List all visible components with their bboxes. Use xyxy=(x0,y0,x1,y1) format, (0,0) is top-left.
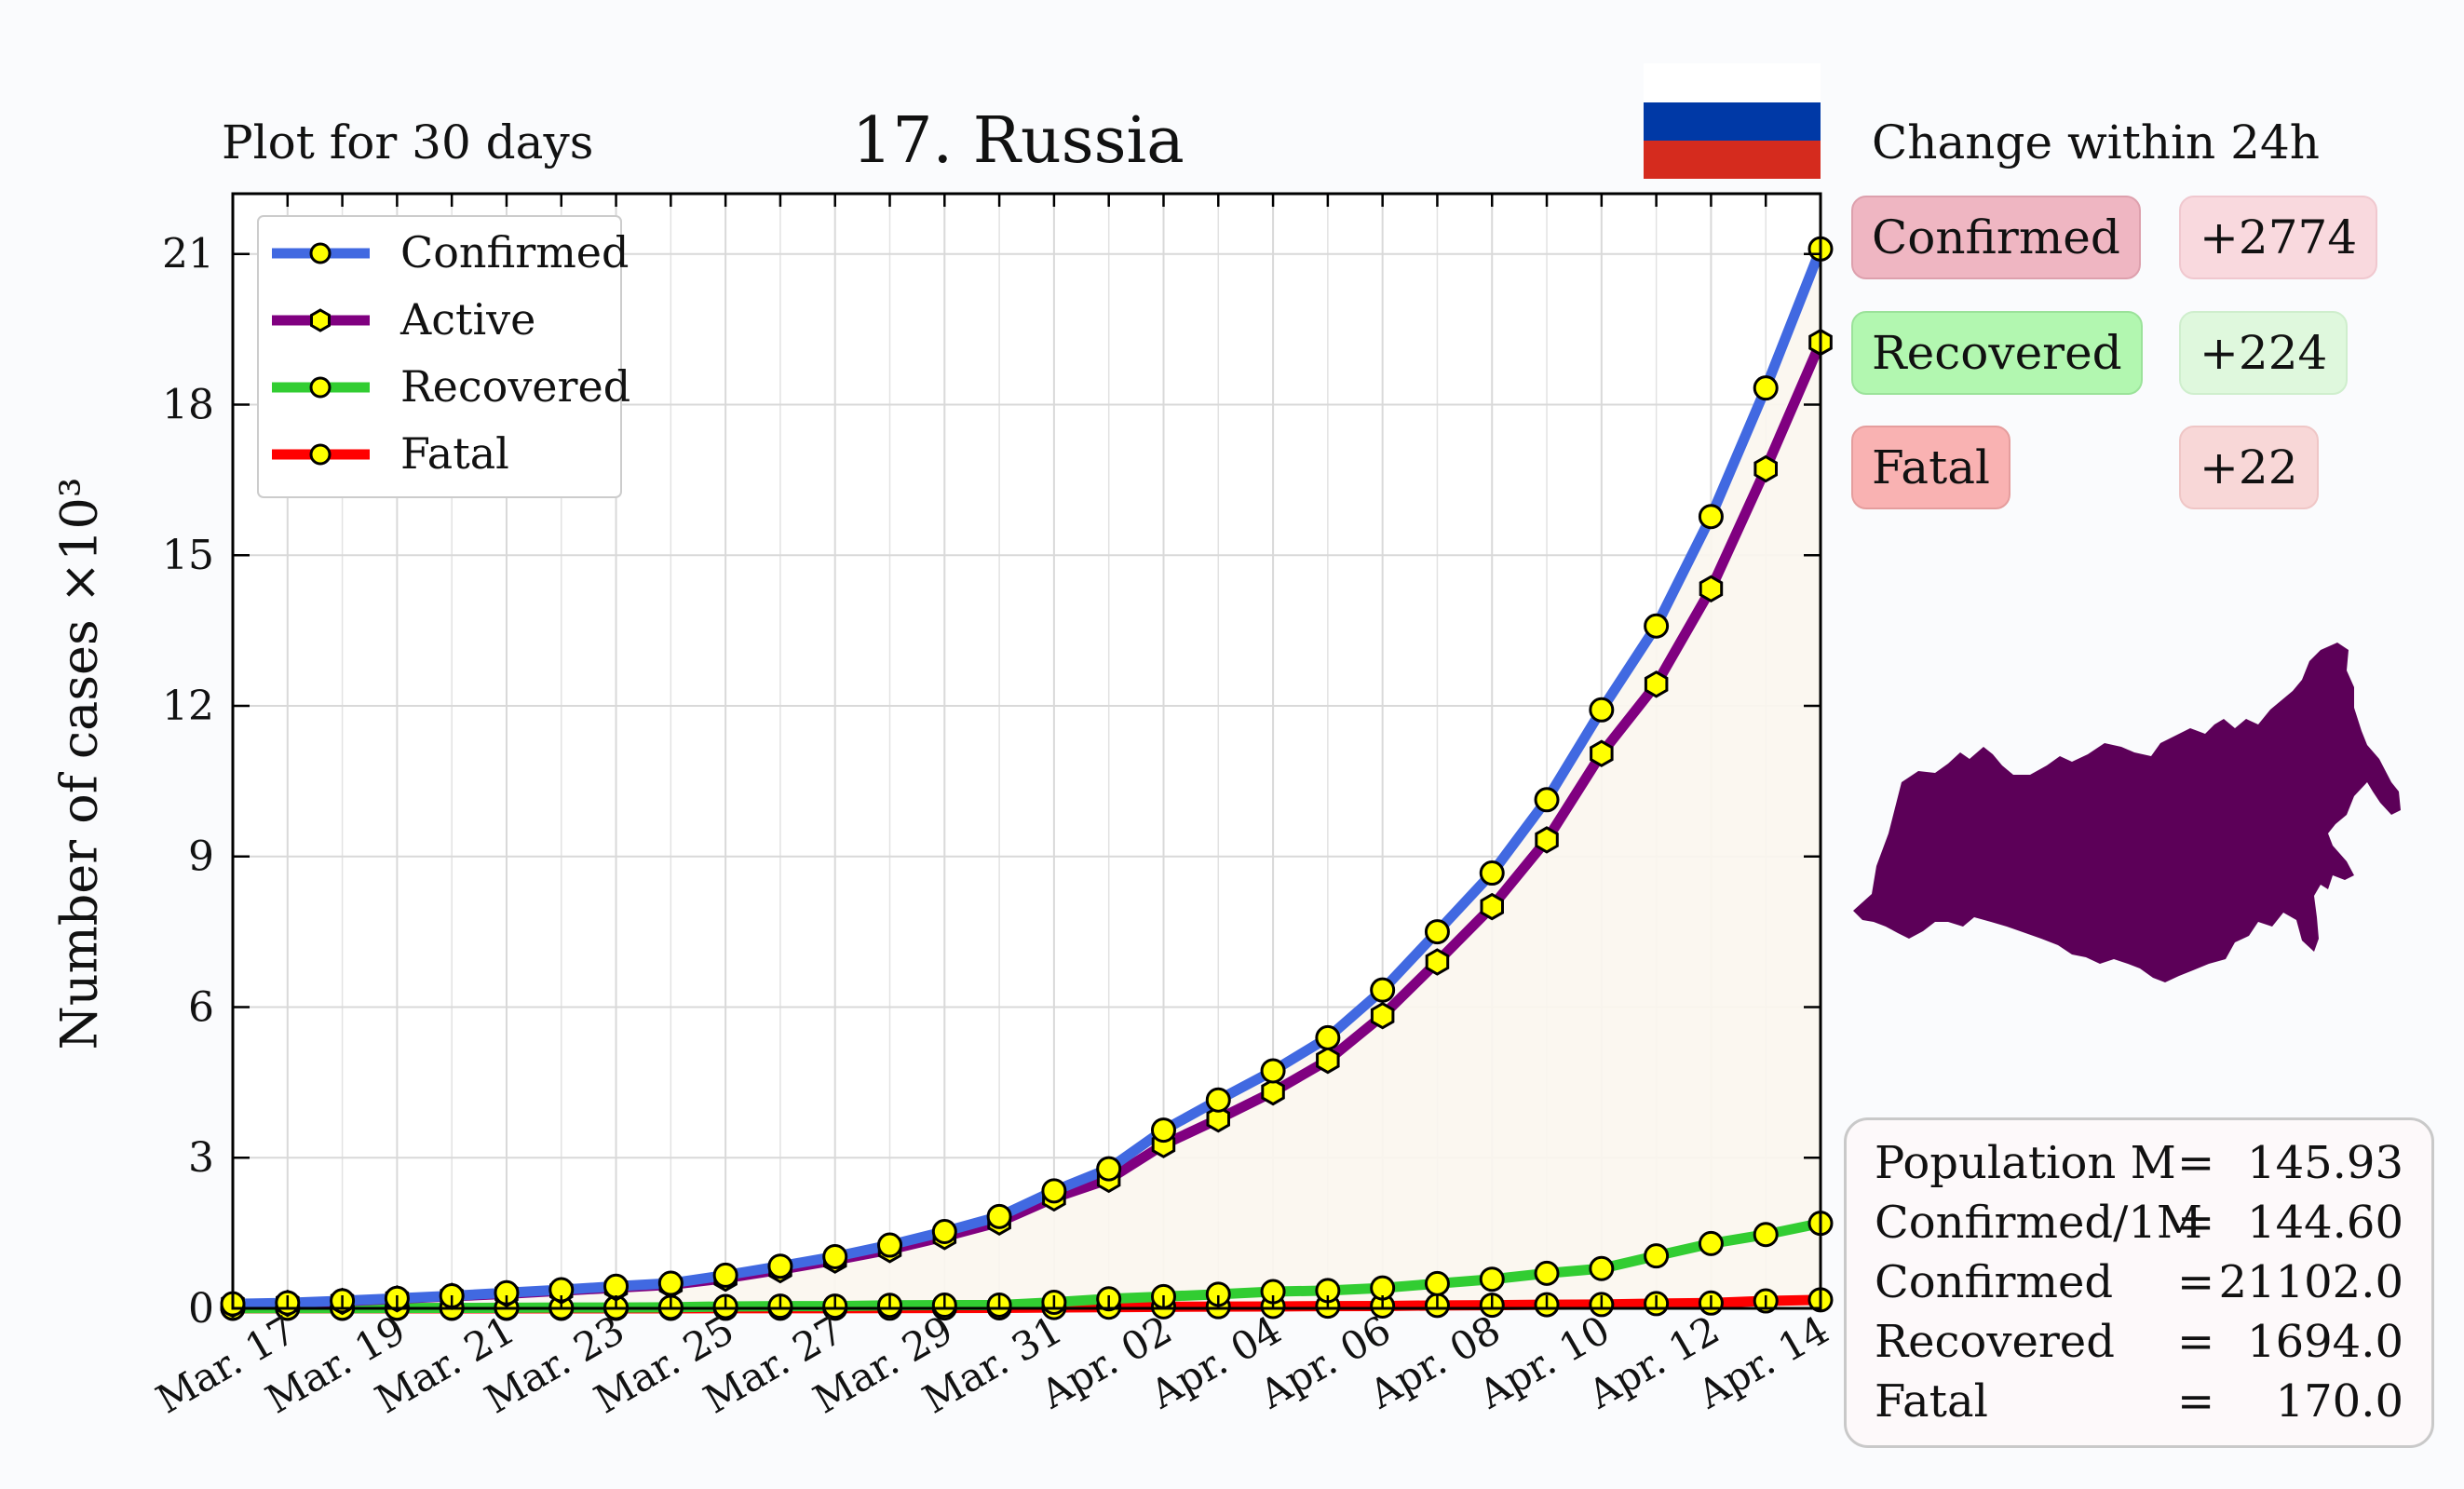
data-point-confirmed xyxy=(986,1203,1012,1229)
data-point-recovered xyxy=(1424,1270,1450,1296)
russia-map-icon xyxy=(1853,643,2401,982)
fatal-delta-badge: +22 xyxy=(2179,426,2319,509)
data-point-active xyxy=(1261,1077,1285,1106)
stats-row: Population M = 145.93 xyxy=(1875,1133,2403,1193)
data-point-confirmed xyxy=(877,1232,903,1258)
stats-value: 21102.0 xyxy=(2218,1256,2404,1308)
recovered-label-badge: Recovered xyxy=(1851,311,2143,395)
data-point-confirmed xyxy=(603,1273,630,1299)
chart-title: 17. Russia xyxy=(852,104,1185,178)
legend-label: Active xyxy=(399,294,535,345)
legend-marker xyxy=(309,242,332,264)
data-point-recovered xyxy=(1479,1266,1505,1293)
stats-equals: = xyxy=(2177,1197,2215,1249)
data-point-confirmed xyxy=(1753,375,1779,401)
chart-subtitle: Plot for 30 days xyxy=(222,115,594,169)
data-point-recovered xyxy=(1534,1260,1560,1286)
y-tick-label: 21 xyxy=(162,231,214,278)
data-point-active xyxy=(1316,1046,1340,1075)
stats-value: 170.0 xyxy=(2275,1375,2403,1428)
y-tick-label: 0 xyxy=(188,1285,214,1333)
stats-equals: = xyxy=(2177,1137,2215,1189)
data-point-active xyxy=(1753,454,1778,483)
y-tick-label: 12 xyxy=(162,683,214,730)
data-point-active xyxy=(1699,575,1724,603)
data-point-active xyxy=(1590,739,1614,767)
data-point-active xyxy=(1535,826,1559,854)
stats-key: Recovered xyxy=(1875,1316,2115,1368)
data-point-confirmed xyxy=(1479,860,1505,887)
data-point-confirmed xyxy=(1150,1117,1176,1144)
data-point-active xyxy=(1206,1104,1230,1133)
stats-row: Fatal = 170.0 xyxy=(1875,1372,2403,1431)
confirmed-area-fill xyxy=(233,249,1821,1309)
stats-value: 144.60 xyxy=(2247,1197,2403,1249)
data-point-confirmed xyxy=(1260,1058,1286,1084)
data-point-active xyxy=(1644,670,1669,698)
legend-marker xyxy=(310,308,331,332)
data-point-recovered xyxy=(1644,1243,1670,1269)
stats-value: 1694.0 xyxy=(2247,1316,2403,1368)
data-point-confirmed xyxy=(767,1253,793,1279)
legend-marker xyxy=(309,376,332,399)
data-point-active xyxy=(1425,948,1450,976)
stats-key: Population M xyxy=(1875,1137,2176,1189)
data-point-confirmed xyxy=(1315,1024,1341,1050)
plot-frame xyxy=(231,192,1822,1310)
data-point-confirmed xyxy=(1205,1087,1231,1113)
y-tick-label: 18 xyxy=(162,381,214,428)
stats-key: Confirmed xyxy=(1875,1256,2114,1308)
data-point-active xyxy=(1480,892,1504,921)
stats-equals: = xyxy=(2177,1256,2215,1308)
legend-label: Fatal xyxy=(400,428,509,479)
recovered-delta-badge: +224 xyxy=(2179,311,2349,395)
data-point-confirmed xyxy=(1096,1156,1122,1182)
flag-stripe-red xyxy=(1644,141,1821,179)
stats-key: Confirmed/1M xyxy=(1875,1197,2203,1249)
change-title: Change within 24h xyxy=(1872,115,2320,169)
data-point-confirmed xyxy=(712,1262,738,1288)
flag-stripe-blue xyxy=(1644,102,1821,141)
stats-row: Recovered = 1694.0 xyxy=(1875,1312,2403,1372)
data-point-confirmed xyxy=(931,1219,957,1245)
data-point-confirmed xyxy=(1534,787,1560,813)
y-tick-label: 15 xyxy=(162,532,214,579)
stats-row: Confirmed = 21102.0 xyxy=(1875,1252,2403,1312)
confirmed-delta-badge: +2774 xyxy=(2179,196,2378,279)
data-point-confirmed xyxy=(1370,977,1396,1003)
y-tick-label: 3 xyxy=(188,1134,214,1182)
stats-key: Fatal xyxy=(1875,1375,1988,1428)
flag-stripe-white xyxy=(1644,63,1821,102)
stats-equals: = xyxy=(2177,1316,2215,1368)
legend-marker xyxy=(309,443,332,466)
legend-label: Confirmed xyxy=(400,227,629,277)
y-tick-label: 9 xyxy=(188,833,214,881)
stats-equals: = xyxy=(2177,1375,2215,1428)
fatal-label-badge: Fatal xyxy=(1851,426,2011,509)
legend-box xyxy=(257,215,622,498)
data-point-recovered xyxy=(1589,1255,1615,1281)
stats-row: Confirmed/1M = 144.60 xyxy=(1875,1193,2403,1252)
data-point-active xyxy=(1370,1001,1395,1030)
data-point-confirmed xyxy=(1041,1178,1067,1204)
data-point-confirmed xyxy=(822,1243,848,1269)
data-point-confirmed xyxy=(1589,697,1615,723)
data-point-confirmed xyxy=(1644,613,1670,639)
data-point-recovered xyxy=(1698,1230,1724,1256)
data-point-recovered xyxy=(1753,1222,1779,1248)
confirmed-label-badge: Confirmed xyxy=(1851,196,2141,279)
data-point-confirmed xyxy=(1698,504,1724,530)
stats-value: 145.93 xyxy=(2247,1137,2403,1189)
stats-box: Population M = 145.93 Confirmed/1M = 144.60 Co… xyxy=(1844,1117,2434,1448)
russia-flag-icon xyxy=(1644,63,1821,179)
data-point-confirmed xyxy=(657,1270,684,1296)
data-point-confirmed xyxy=(1424,919,1450,945)
legend-label: Recovered xyxy=(400,361,630,412)
y-tick-label: 6 xyxy=(188,983,214,1031)
